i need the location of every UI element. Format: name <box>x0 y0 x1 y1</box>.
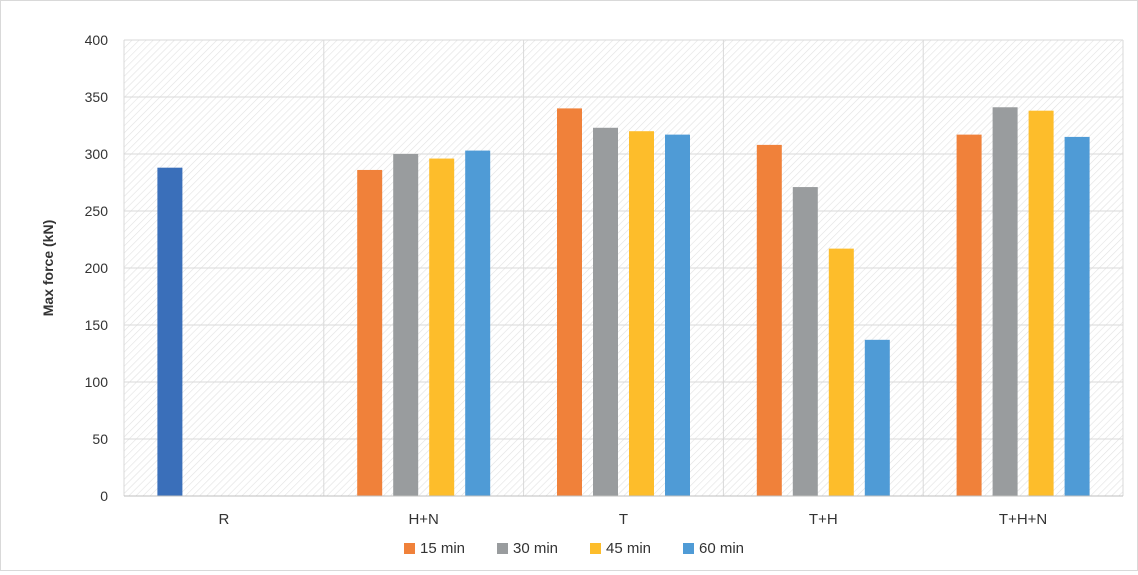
bar-30-min-t <box>593 127 618 496</box>
y-tick-label: 100 <box>85 374 109 390</box>
y-tick-label: 0 <box>100 488 108 504</box>
y-tick-label: 400 <box>85 32 109 48</box>
x-tick-label: T <box>619 511 628 528</box>
bar-60-min-t <box>665 134 690 496</box>
bar-30-min-t-h <box>792 187 818 496</box>
x-tick-label: R <box>218 511 229 528</box>
bars <box>157 107 1090 497</box>
y-tick-label: 200 <box>85 260 109 276</box>
y-axis-label: Max force (kN) <box>40 220 56 316</box>
gridlines <box>123 39 1124 496</box>
legend-label: 30 min <box>513 540 558 557</box>
bar-45-min-t-h-n <box>1028 110 1054 497</box>
bar-45-min-h-n <box>429 158 455 496</box>
bar-reference-r <box>157 167 183 496</box>
y-tick-label: 250 <box>85 203 109 219</box>
y-tick-label: 50 <box>92 431 108 447</box>
legend-swatch <box>497 543 508 554</box>
y-tick-label: 150 <box>85 317 109 333</box>
legend-swatch <box>683 543 694 554</box>
x-tick-label: H+N <box>408 511 438 528</box>
bar-45-min-t-h <box>828 248 854 496</box>
x-tick-label: T+H <box>809 511 838 528</box>
legend: 15 min 30 min 45 min 60 min <box>404 540 744 557</box>
legend-label: 15 min <box>420 540 465 557</box>
bar-30-min-h-n <box>393 154 419 496</box>
bar-60-min-t-h-n <box>1064 136 1090 496</box>
bar-15-min-t-h <box>756 144 782 496</box>
y-tick-label: 350 <box>85 89 109 105</box>
bar-15-min-t-h-n <box>956 134 982 496</box>
legend-swatch <box>590 543 601 554</box>
legend-swatch <box>404 543 415 554</box>
legend-label: 45 min <box>606 540 651 557</box>
bar-60-min-h-n <box>465 150 491 496</box>
bar-15-min-h-n <box>357 169 383 496</box>
y-tick-label: 300 <box>85 146 109 162</box>
bar-60-min-t-h <box>864 339 890 496</box>
x-tick-label: T+H+N <box>999 511 1047 528</box>
bar-15-min-t <box>557 108 582 497</box>
legend-label: 60 min <box>699 540 744 557</box>
bar-30-min-t-h-n <box>992 107 1018 496</box>
bar-45-min-t <box>629 131 654 496</box>
axes: 0 50 100 150 200 250 300 350 400 R H+N T T+H T+H+N <box>85 32 1123 528</box>
